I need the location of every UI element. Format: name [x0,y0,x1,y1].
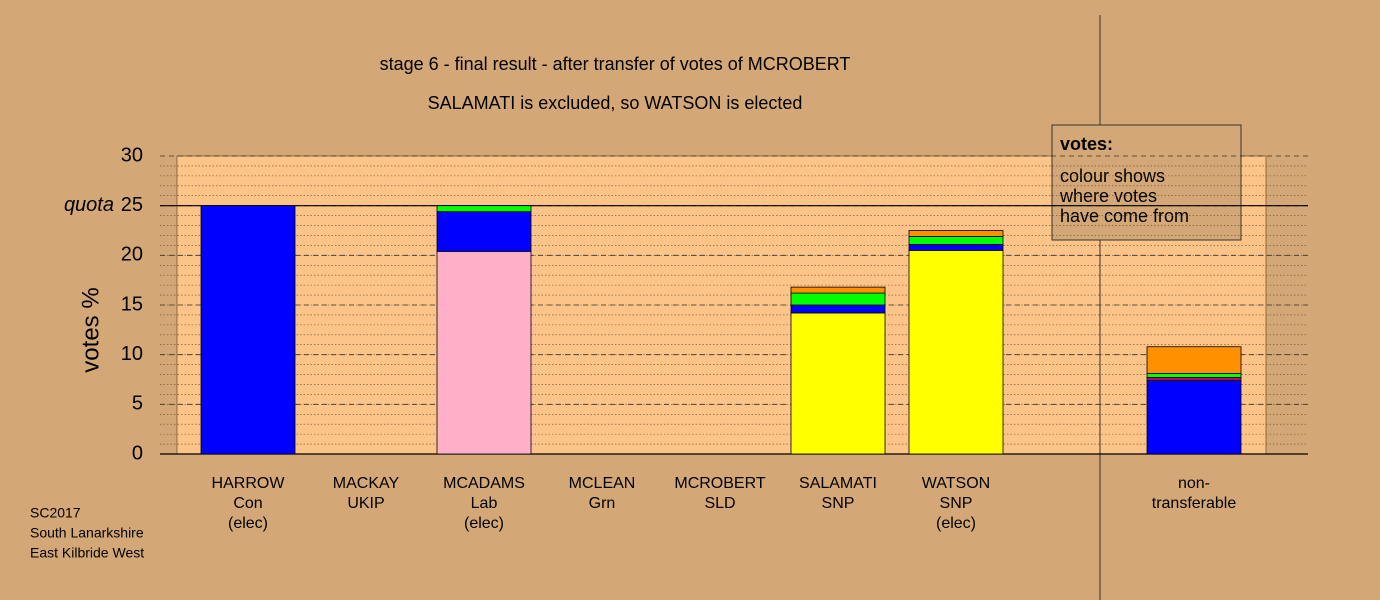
x-tick-label: SNP [822,495,855,512]
x-tick-label: HARROW [212,475,286,492]
footer-line: SC2017 [30,505,81,521]
bar-segment [1146,377,1242,381]
footer-line: East Kilbride West [30,545,144,561]
x-tick-label: MCLEAN [569,475,636,492]
y-tick-label: 25 [121,194,143,216]
x-tick-label: (elec) [936,515,976,532]
bar-segment [790,304,886,314]
y-tick-label: 5 [132,393,143,415]
x-tick-label: SALAMATI [799,475,877,492]
note-frame [1051,124,1242,241]
note-title: votes: [1060,134,1113,154]
x-tick-label: UKIP [347,495,384,512]
x-tick-label: MACKAY [333,475,400,492]
x-tick-label: transferable [1152,495,1237,512]
x-tick-label: MCADAMS [443,475,525,492]
chart-title: stage 6 - final result - after transfer … [380,54,851,74]
footer-line: South Lanarkshire [30,525,144,541]
chart-subtitle: SALAMATI is excluded, so WATSON is elect… [428,93,803,113]
bar-segment [790,292,886,306]
x-tick-label: Lab [471,495,498,512]
y-tick-label: 0 [132,442,143,464]
y-tick-label: 10 [121,343,143,365]
x-tick-label: (elec) [464,515,504,532]
quota-label: quota [64,194,114,216]
bar-segment [1146,380,1242,455]
x-tick-label: non- [1178,475,1210,492]
x-tick-label: Grn [589,495,616,512]
bar-segment [436,205,532,213]
bar-segment [908,244,1004,251]
y-axis-label: votes % [77,287,104,372]
y-tick-label: 15 [121,293,143,315]
bar-segment [908,230,1004,237]
bar-segment [200,205,296,455]
x-tick-label: Con [233,495,262,512]
bar-segment [790,312,886,455]
bar-segment [908,236,1004,245]
bar-segment [436,211,532,252]
note-line: where votes [1059,186,1157,206]
bar-segment [1146,346,1242,374]
bar-segment [436,250,532,455]
y-tick-label: 30 [121,144,143,166]
x-tick-label: (elec) [228,515,268,532]
bar-segment [1146,373,1242,378]
x-tick-label: WATSON [922,475,990,492]
x-tick-label: SNP [940,495,973,512]
bar-segment [790,286,886,294]
note-line: have come from [1060,206,1189,226]
x-tick-label: SLD [704,495,735,512]
x-tick-label: MCROBERT [674,475,765,492]
y-tick-label: 20 [121,244,143,266]
bar-segment [908,249,1004,455]
